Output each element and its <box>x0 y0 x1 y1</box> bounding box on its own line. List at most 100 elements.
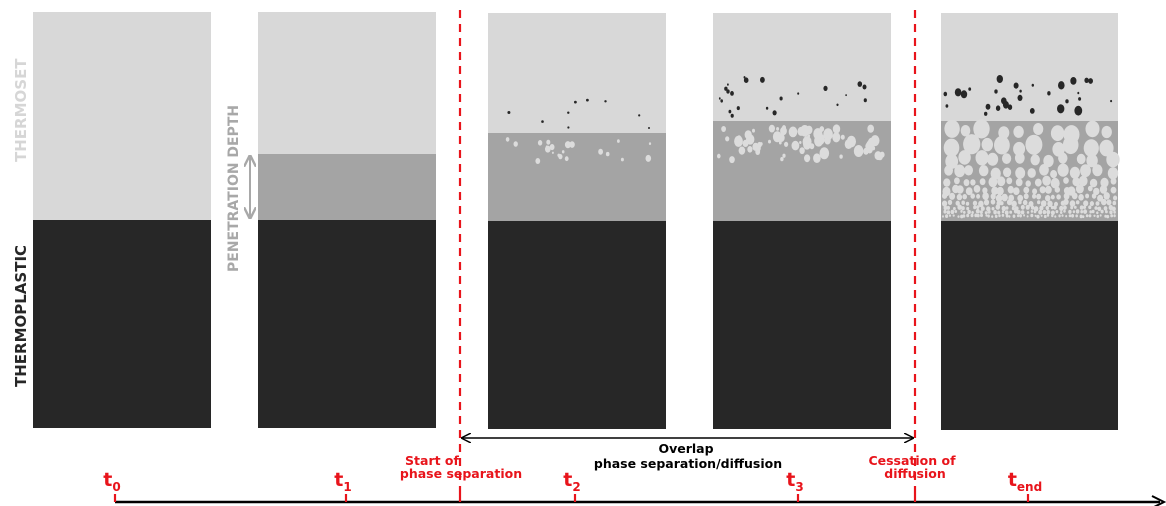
thermoset-droplet <box>546 139 551 145</box>
thermoset-droplet <box>768 139 771 144</box>
thermoset-droplet <box>617 139 620 143</box>
thermoset-droplet <box>1075 209 1080 214</box>
thermoset-droplet <box>1075 200 1080 205</box>
thermoset-droplet <box>1046 214 1050 217</box>
thermoset-droplet <box>768 124 776 133</box>
thermoset-droplet <box>1085 193 1090 199</box>
thermoset-droplet <box>991 207 995 211</box>
thermoset-droplet <box>752 142 759 151</box>
thermoset-droplet <box>965 187 973 196</box>
thermoset-droplet <box>962 214 966 218</box>
thermoset-droplet <box>1093 214 1096 217</box>
thermoset-droplet <box>1056 194 1061 200</box>
panel-t3 <box>713 13 891 429</box>
thermoset-droplet <box>1083 139 1099 158</box>
thermoset-droplet <box>1050 177 1060 189</box>
thermoset-droplet <box>1110 186 1117 194</box>
thermoset-droplet <box>998 214 1001 218</box>
thermoset-droplet <box>551 151 554 154</box>
thermoset-droplet <box>1013 125 1024 138</box>
thermoset-droplet <box>797 126 805 136</box>
thermoset-droplet <box>1005 214 1009 218</box>
thermoset-droplet <box>1073 205 1077 209</box>
thermoset-droplet <box>976 213 980 218</box>
time-label-t3: t3 <box>786 469 803 494</box>
thermoset-droplet <box>970 179 976 186</box>
thermoset-droplet <box>991 215 994 218</box>
thermoset-droplet <box>557 153 561 157</box>
interphase-layer <box>713 121 891 221</box>
overlap-sublabel: phase separation/diffusion <box>594 456 782 471</box>
thermoset-droplet <box>1076 153 1086 165</box>
thermoset-droplet <box>853 145 864 157</box>
thermoset-droplet <box>1083 205 1087 209</box>
thermoset-droplet <box>987 210 991 214</box>
thermoset-droplet <box>1016 214 1020 218</box>
thermoset-droplet <box>997 176 1006 187</box>
thermoset-droplet <box>1020 204 1025 210</box>
thermoset-droplet <box>1101 198 1107 206</box>
thermoset-droplet <box>964 165 973 176</box>
thermoplastic-droplet <box>1077 91 1080 95</box>
thermoset-droplet <box>978 165 989 177</box>
thermoset-droplet <box>1068 214 1072 218</box>
thermoset-droplet <box>729 156 735 164</box>
thermoset-droplet <box>537 140 543 146</box>
thermoplastic-droplet <box>779 96 783 101</box>
thermoset-droplet <box>1033 210 1037 214</box>
thermoset-droplet <box>945 214 949 219</box>
thermoset-droplet <box>1089 201 1094 207</box>
thermoset-droplet <box>1101 125 1112 139</box>
thermoset-droplet <box>1100 177 1109 188</box>
thermoset-droplet <box>777 133 785 142</box>
thermoset-droplet <box>1108 204 1114 211</box>
thermoset-droplet <box>981 137 993 152</box>
thermoplastic-droplets <box>943 75 1113 116</box>
thermoset-droplet <box>1080 210 1084 214</box>
thermoset-droplet <box>973 119 990 139</box>
thermoplastic-layer <box>258 220 436 428</box>
thermoset-droplet <box>759 142 763 146</box>
thermoset-droplet <box>1015 167 1026 179</box>
thermoplastic-droplet <box>1029 108 1035 114</box>
thermoset-droplet <box>1079 205 1084 210</box>
thermoset-droplet <box>1042 210 1047 215</box>
thermoset-droplet <box>943 209 947 214</box>
thermoset-droplet <box>788 126 798 138</box>
thermoset-droplet <box>1113 195 1118 201</box>
thermoset-droplet <box>1034 178 1042 187</box>
thermoset-droplet <box>1069 200 1076 207</box>
thermoset-droplet <box>813 128 823 140</box>
thermoset-droplet <box>1110 177 1117 185</box>
thermoset-droplet <box>958 150 971 165</box>
thermoset-droplet <box>1002 153 1012 165</box>
interphase-layer <box>258 154 436 220</box>
thermoset-droplet <box>1063 205 1067 210</box>
thermoset-droplet <box>956 193 963 201</box>
thermoplastic-droplet <box>836 103 839 107</box>
thermoplastic-droplet <box>994 89 998 94</box>
panel-t2 <box>488 13 666 429</box>
thermoset-droplet <box>1088 205 1092 209</box>
thermoplastic-droplet <box>995 105 1001 111</box>
thermoset-droplet <box>952 214 955 217</box>
thermoset-droplet <box>1040 200 1047 207</box>
thermoset-droplet <box>943 205 948 211</box>
thermoset-droplet <box>985 214 988 217</box>
thermoset-droplet <box>1020 210 1025 215</box>
thermoplastic-droplet <box>1017 94 1023 101</box>
thermoset-droplet <box>721 126 726 132</box>
thermoset-droplet <box>605 151 610 157</box>
thermoset-droplet <box>1106 151 1120 168</box>
thermoset-droplet <box>950 209 955 215</box>
thermoplastic-droplet <box>1019 89 1022 93</box>
thermoset-droplet <box>1018 200 1022 205</box>
thermoset-droplet <box>960 214 964 219</box>
thermoset-droplet <box>996 186 1004 196</box>
thermoset-droplet <box>957 215 960 218</box>
thermoset-droplet <box>1006 177 1013 185</box>
thermoset-droplet <box>943 138 960 157</box>
thermoset-droplet <box>561 150 565 154</box>
thermoset-droplet <box>1091 209 1095 214</box>
thermoset-droplet <box>1003 167 1012 178</box>
